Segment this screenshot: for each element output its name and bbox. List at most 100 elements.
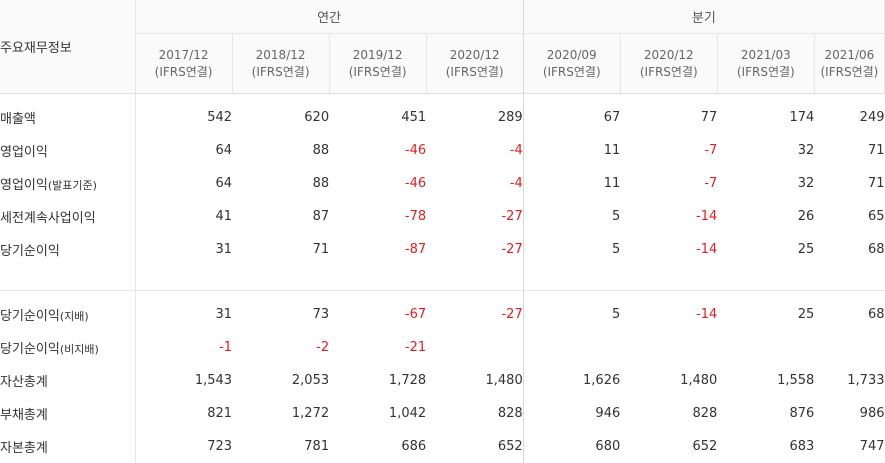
row-label-text: 세전계속사업이익 (0, 211, 96, 226)
value-cell: 1,626 (583, 373, 621, 388)
value-cell: 781 (304, 439, 330, 454)
value-cell: 88 (312, 176, 330, 191)
period-header: 2020/09 (IFRS연결) (523, 33, 621, 94)
value-cell: 680 (595, 439, 621, 454)
value-cell: 87 (312, 209, 330, 224)
value-cell: -14 (696, 209, 718, 224)
value-cell: 64 (215, 143, 233, 158)
value-cell: -14 (696, 242, 718, 257)
period-header: 2020/12 (IFRS연결) (426, 33, 524, 94)
row-label: 당기순이익(지배) (0, 298, 136, 331)
value-cell: -14 (696, 307, 718, 322)
row-label-text: 당기순이익 (0, 244, 60, 259)
period-basis: (IFRS연결) (542, 64, 601, 79)
row-label-text: 당기순이익 (0, 342, 60, 357)
value-cell: 77 (700, 110, 718, 125)
value-cell: 946 (595, 406, 621, 421)
value-cell: 65 (867, 209, 885, 224)
period-basis: (IFRS연결) (820, 64, 879, 79)
spacer-row (0, 266, 885, 291)
period-date: 2017/12 (158, 47, 209, 62)
value-cell: -27 (426, 233, 524, 266)
row-label-text: 부채총계 (0, 408, 48, 423)
value-cell: 986 (859, 406, 885, 421)
value-cell: 31 (215, 242, 233, 257)
value-cell: 683 (789, 439, 815, 454)
value-cell: 1,480 (426, 364, 524, 397)
value-cell: -7 (704, 176, 718, 191)
period-basis: (IFRS연결) (251, 64, 310, 79)
row-label: 자산총계 (0, 364, 136, 397)
value-cell: 25 (797, 242, 815, 257)
value-cell: 2,053 (291, 373, 330, 388)
row-label: 영업이익 (0, 134, 136, 167)
period-header: 2021/06 (IFRS연결) (814, 33, 885, 94)
value-cell (523, 331, 620, 364)
value-cell: 828 (426, 397, 524, 430)
value-cell: -87 (404, 242, 427, 257)
value-cell: -46 (404, 143, 427, 158)
value-cell: -27 (426, 298, 524, 331)
spacer-row (0, 291, 885, 298)
period-header-row: 2017/12 (IFRS연결) 2018/12 (IFRS연결) 2019/12 (IF… (0, 33, 885, 94)
period-header: 2019/12 (IFRS연결) (329, 33, 427, 94)
value-cell: 620 (304, 110, 330, 125)
row-label: 당기순이익 (0, 233, 136, 266)
row-label-suffix: (비지배) (59, 343, 99, 356)
value-cell: 31 (215, 307, 233, 322)
value-cell (426, 331, 524, 364)
period-date: 2020/09 (546, 47, 597, 62)
row-label-text: 자본총계 (0, 441, 48, 456)
value-cell: 32 (797, 143, 815, 158)
period-basis: (IFRS연결) (736, 64, 795, 79)
row-label-text: 영업이익 (0, 145, 48, 160)
period-date: 2021/06 (824, 47, 875, 62)
period-date: 2019/12 (352, 47, 403, 62)
value-cell (620, 331, 717, 364)
value-cell: 5 (611, 209, 621, 224)
value-cell: 71 (867, 143, 885, 158)
value-cell: -2 (316, 340, 330, 355)
value-cell: 542 (207, 110, 233, 125)
row-label: 세전계속사업이익 (0, 200, 136, 233)
value-cell: 1,480 (680, 373, 718, 388)
value-cell: -27 (426, 200, 524, 233)
value-cell: 26 (797, 209, 815, 224)
row-label-text: 매출액 (0, 112, 36, 127)
value-cell: 71 (312, 242, 330, 257)
table-row: 당기순이익 31 71 -87 -27 5 -14 25 68 (0, 233, 885, 266)
table-row: 부채총계 821 1,272 1,042 828 946 828 876 986 (0, 397, 885, 430)
row-label-suffix: (발표기준) (47, 179, 97, 192)
value-cell: 41 (215, 209, 233, 224)
period-date: 2018/12 (255, 47, 306, 62)
spacer-row (0, 290, 885, 291)
quarterly-group-header: 분기 (523, 0, 885, 34)
value-cell (814, 331, 884, 364)
value-cell: 451 (401, 110, 427, 125)
value-cell: 652 (426, 430, 524, 463)
financial-rows: 매출액 542 620 451 289 67 77 174 249 영업이익 64 88 -46 -4 11… (0, 93, 885, 463)
value-cell: 1,733 (847, 373, 885, 388)
period-date: 2020/12 (643, 47, 694, 62)
value-cell: -21 (404, 340, 427, 355)
value-cell: 5 (611, 307, 621, 322)
table-row: 당기순이익(지배) 31 73 -67 -27 5 -14 25 68 (0, 298, 885, 331)
value-cell: -1 (219, 340, 233, 355)
value-cell: -67 (404, 307, 427, 322)
value-cell: 821 (207, 406, 233, 421)
row-label: 자본총계 (0, 430, 136, 463)
period-header: 2017/12 (IFRS연결) (135, 33, 233, 94)
value-cell: 1,042 (388, 406, 427, 421)
value-cell: 11 (603, 176, 621, 191)
period-date: 2021/03 (740, 47, 791, 62)
corner-label: 주요재무정보 (0, 0, 136, 94)
value-cell: -7 (704, 143, 718, 158)
value-cell: 32 (797, 176, 815, 191)
value-cell: 1,728 (388, 373, 427, 388)
value-cell: 25 (797, 307, 815, 322)
period-date: 2020/12 (449, 47, 500, 62)
value-cell: -4 (426, 134, 524, 167)
value-cell: 71 (867, 176, 885, 191)
value-cell: 5 (611, 242, 621, 257)
